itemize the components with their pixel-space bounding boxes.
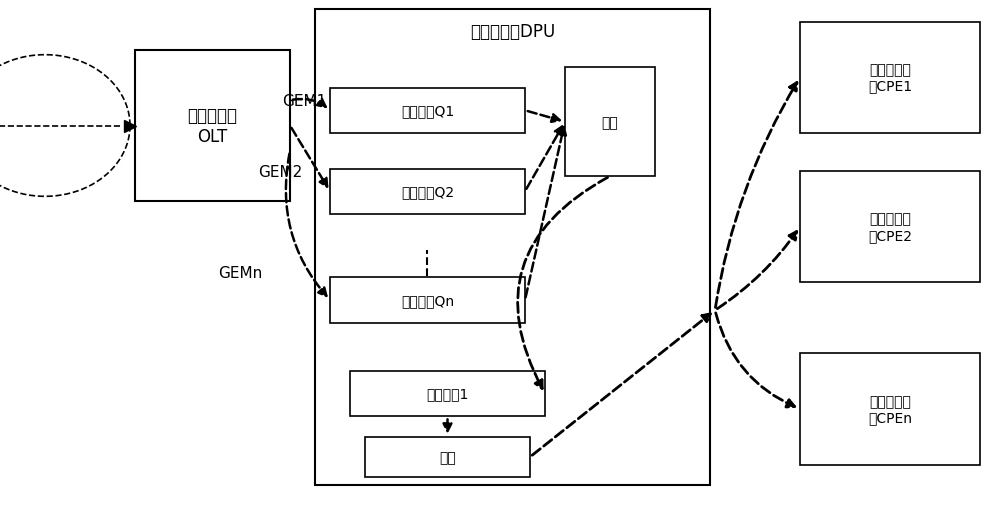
- FancyBboxPatch shape: [800, 172, 980, 283]
- FancyArrowPatch shape: [526, 127, 562, 189]
- FancyArrowPatch shape: [532, 314, 710, 456]
- FancyBboxPatch shape: [330, 278, 525, 323]
- Text: 用户驻地设
备CPE2: 用户驻地设 备CPE2: [868, 212, 912, 242]
- FancyBboxPatch shape: [350, 371, 545, 417]
- FancyBboxPatch shape: [800, 354, 980, 465]
- FancyArrowPatch shape: [286, 154, 326, 296]
- FancyArrowPatch shape: [715, 83, 797, 308]
- FancyArrowPatch shape: [526, 128, 566, 298]
- Text: GEM2: GEM2: [258, 164, 302, 179]
- Text: 分组队列1: 分组队列1: [426, 387, 469, 401]
- FancyArrowPatch shape: [293, 99, 326, 108]
- Text: GEMn: GEMn: [218, 265, 262, 280]
- Text: 分配点单元DPU: 分配点单元DPU: [470, 23, 556, 41]
- FancyBboxPatch shape: [330, 169, 525, 215]
- FancyBboxPatch shape: [565, 68, 655, 177]
- Text: 调制: 调制: [439, 450, 456, 464]
- Text: 缓冲队列Q1: 缓冲队列Q1: [401, 104, 454, 118]
- Text: 缓冲队列Q2: 缓冲队列Q2: [401, 185, 454, 199]
- FancyArrowPatch shape: [444, 419, 451, 431]
- FancyArrowPatch shape: [528, 112, 560, 123]
- FancyBboxPatch shape: [330, 88, 525, 134]
- FancyBboxPatch shape: [315, 10, 710, 485]
- FancyBboxPatch shape: [365, 437, 530, 477]
- Text: 光线路终端
OLT: 光线路终端 OLT: [188, 107, 238, 145]
- Text: 用户驻地设
备CPE1: 用户驻地设 备CPE1: [868, 63, 912, 93]
- FancyBboxPatch shape: [135, 50, 290, 202]
- FancyArrowPatch shape: [716, 313, 795, 407]
- FancyArrowPatch shape: [291, 129, 327, 187]
- Text: GEM1: GEM1: [282, 93, 326, 109]
- Text: 缓冲队列Qn: 缓冲队列Qn: [401, 293, 454, 308]
- Text: 调度: 调度: [602, 116, 618, 129]
- FancyArrowPatch shape: [717, 232, 797, 309]
- FancyArrowPatch shape: [518, 178, 608, 389]
- Text: 用户驻地设
备CPEn: 用户驻地设 备CPEn: [868, 394, 912, 424]
- FancyBboxPatch shape: [800, 23, 980, 134]
